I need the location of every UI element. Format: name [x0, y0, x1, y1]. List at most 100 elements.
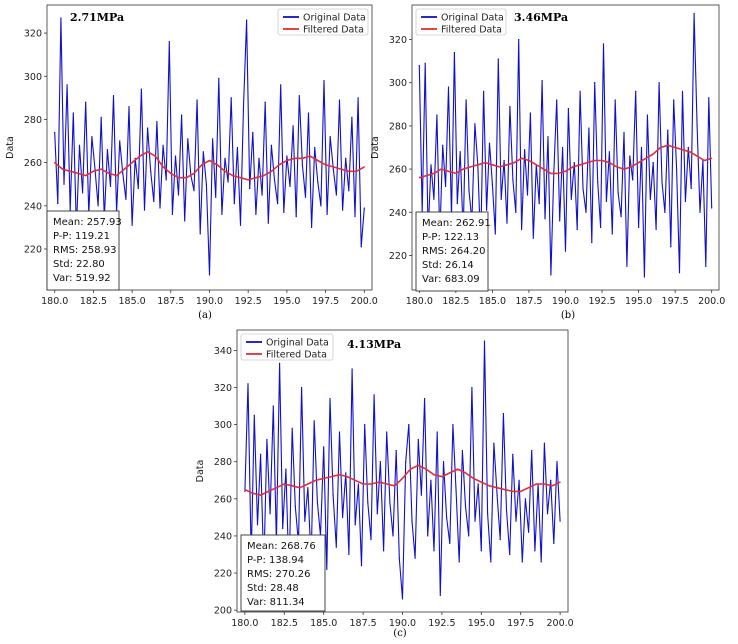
data-point: [550, 172, 552, 174]
y-tick-label: 220: [214, 569, 232, 580]
panel-caption: (b): [561, 310, 575, 321]
data-point: [535, 483, 538, 485]
data-point: [711, 207, 713, 209]
data-point: [236, 146, 238, 149]
x-tick-label: 190.0: [196, 296, 223, 307]
data-point: [106, 149, 108, 151]
data-point: [392, 535, 394, 537]
stats-frame: [415, 211, 489, 292]
data-point: [108, 172, 110, 174]
x-tick-label: 185.0: [310, 618, 337, 629]
data-point: [401, 598, 404, 600]
data-point: [512, 453, 514, 455]
data-point: [208, 274, 211, 276]
data-point: [497, 58, 499, 60]
data-point: [567, 108, 570, 110]
data-point: [100, 116, 102, 118]
stats-line: P-P: 119.21: [53, 231, 110, 242]
legend-box: [277, 8, 369, 36]
data-point: [394, 485, 396, 487]
data-point: [453, 51, 455, 54]
x-tick-label: 200.0: [698, 296, 725, 307]
data-point: [125, 198, 127, 200]
x-tick-label: 195.0: [468, 618, 495, 629]
data-point: [532, 237, 534, 239]
data-point: [576, 228, 578, 231]
data-point: [177, 177, 180, 179]
data-point: [553, 542, 555, 545]
panel-caption: (a): [198, 310, 212, 321]
data-point: [332, 166, 334, 168]
x-tick-label: 195.0: [273, 296, 300, 307]
y-tick-label: 240: [24, 201, 42, 212]
data-point: [472, 477, 474, 479]
data-point: [269, 513, 271, 515]
data-point: [667, 129, 669, 131]
data-point: [342, 516, 344, 519]
data-point: [354, 216, 356, 218]
data-point: [520, 490, 522, 492]
stats-line: Var: 519.92: [53, 273, 111, 284]
data-point: [439, 594, 441, 596]
stats-line: Mean: 262.91: [422, 218, 491, 229]
data-point: [331, 476, 333, 478]
data-point: [506, 222, 508, 224]
data-point: [156, 121, 158, 123]
data-point: [171, 213, 173, 215]
data-point: [233, 203, 235, 205]
data-point: [69, 209, 71, 211]
data-point: [417, 464, 419, 466]
stats-line: Std: 22.80: [53, 259, 105, 270]
data-point: [260, 453, 262, 455]
data-point: [490, 561, 492, 563]
data-point: [528, 531, 530, 533]
data-point: [430, 164, 432, 166]
data-point: [232, 175, 234, 177]
data-point: [370, 483, 372, 485]
data-point: [646, 114, 649, 116]
data-point: [464, 505, 467, 507]
data-point: [474, 123, 476, 125]
data-point: [255, 213, 257, 215]
data-point: [509, 553, 511, 556]
data-point: [170, 172, 172, 174]
data-point: [465, 99, 467, 101]
data-point: [311, 226, 313, 228]
data-point: [617, 192, 619, 194]
data-point: [550, 274, 552, 276]
data-point: [205, 183, 207, 185]
data-point: [364, 424, 366, 426]
data-point: [540, 561, 542, 563]
data-point: [486, 209, 488, 211]
data-point: [708, 97, 710, 99]
data-point: [218, 77, 220, 79]
data-point: [348, 553, 350, 556]
data-point: [440, 168, 442, 170]
data-point: [483, 90, 485, 92]
data-point: [275, 487, 277, 489]
data-point: [524, 149, 526, 151]
data-point: [469, 166, 472, 168]
data-point: [201, 164, 203, 166]
x-tick-label: 200.0: [351, 296, 378, 307]
data-point: [346, 476, 348, 478]
y-tick-label: 300: [389, 78, 407, 89]
data-point: [455, 172, 457, 174]
data-point: [496, 494, 498, 496]
data-point: [332, 168, 334, 170]
y-tick-label: 260: [214, 494, 232, 505]
data-point: [588, 127, 590, 129]
data-point: [405, 461, 407, 463]
x-tick-label: 180.0: [231, 618, 258, 629]
y-tick-label: 260: [24, 158, 42, 169]
data-point: [326, 213, 328, 215]
data-point: [253, 414, 255, 416]
data-point: [273, 179, 276, 181]
chart-panel-b: 180.0 182.5 185.0 187.5 190.0 192.5 195.0 197.5…: [370, 4, 725, 321]
stats-line: Var: 683.09: [422, 274, 480, 285]
data-point: [147, 127, 149, 129]
legend-box: [240, 333, 334, 361]
data-point: [681, 149, 684, 151]
data-point: [165, 179, 167, 181]
